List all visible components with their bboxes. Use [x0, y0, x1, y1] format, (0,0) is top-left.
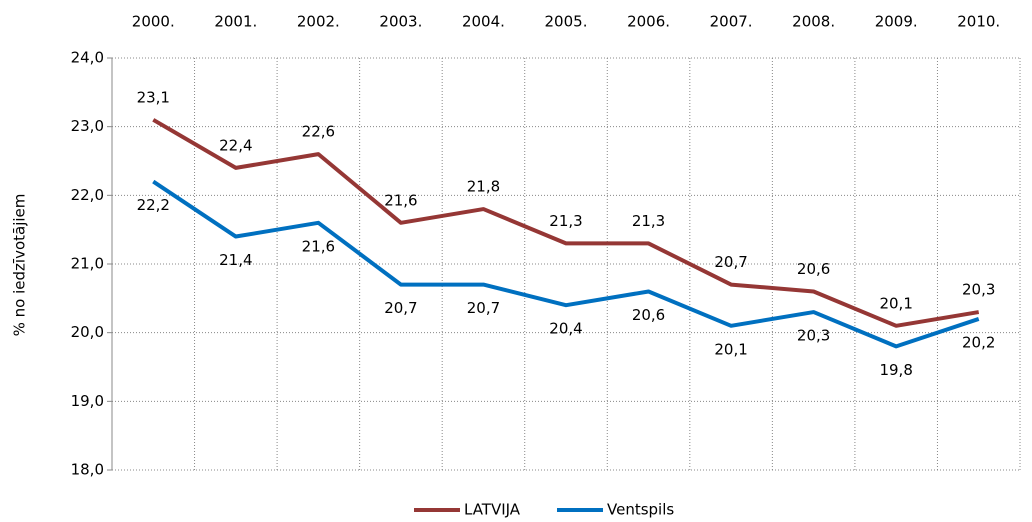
data-label: 20,2 — [962, 333, 995, 351]
data-label: 20,3 — [797, 327, 830, 345]
x-tick-label: 2010. — [957, 13, 1000, 31]
data-label: 20,6 — [797, 260, 830, 278]
data-label: 23,1 — [137, 88, 170, 106]
data-label: 21,4 — [219, 251, 252, 269]
y-tick-label: 20,0 — [71, 323, 104, 341]
y-tick-label: 21,0 — [71, 255, 104, 273]
x-tick-label: 2005. — [545, 13, 588, 31]
y-axis-label: % no iedzīvotājiem — [11, 194, 29, 337]
data-label: 22,6 — [302, 123, 335, 141]
data-label: 21,3 — [549, 212, 582, 230]
series-line — [152, 118, 980, 328]
data-label: 21,3 — [632, 212, 665, 230]
x-tick-label: 2003. — [379, 13, 422, 31]
data-label: 20,7 — [714, 253, 747, 271]
data-label: 22,4 — [219, 136, 252, 154]
x-tick-label: 2001. — [214, 13, 257, 31]
data-label: 21,6 — [302, 237, 335, 255]
x-tick-label: 2008. — [792, 13, 835, 31]
data-label: 20,7 — [467, 299, 500, 317]
data-label: 22,2 — [137, 196, 170, 214]
data-label: 19,8 — [879, 361, 912, 379]
data-label: 20,6 — [632, 306, 665, 324]
series-line — [152, 179, 980, 349]
x-tick-label: 2009. — [875, 13, 918, 31]
x-tick-label: 2002. — [297, 13, 340, 31]
y-tick-label: 22,0 — [71, 186, 104, 204]
data-label: 20,3 — [962, 281, 995, 299]
x-tick-label: 2004. — [462, 13, 505, 31]
data-label: 20,7 — [384, 299, 417, 317]
y-tick-label: 19,0 — [71, 392, 104, 410]
data-label: 20,4 — [549, 320, 582, 338]
legend-label: LATVIJA — [464, 501, 521, 519]
x-tick-label: 2000. — [132, 13, 175, 31]
y-tick-label: 18,0 — [71, 461, 104, 479]
y-tick-label: 23,0 — [71, 117, 104, 135]
x-tick-label: 2007. — [710, 13, 753, 31]
data-label: 20,1 — [714, 340, 747, 358]
data-label: 21,8 — [467, 178, 500, 196]
y-tick-label: 24,0 — [71, 49, 104, 67]
legend-label: Ventspils — [607, 501, 674, 519]
data-label: 20,1 — [879, 294, 912, 312]
data-label: 21,6 — [384, 191, 417, 209]
x-tick-label: 2006. — [627, 13, 670, 31]
